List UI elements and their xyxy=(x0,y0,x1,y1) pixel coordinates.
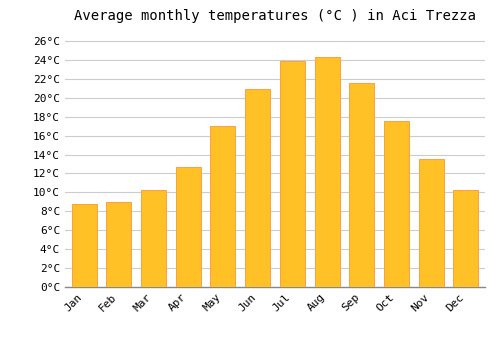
Bar xyxy=(106,202,132,287)
Bar xyxy=(141,190,166,287)
Bar xyxy=(176,167,201,287)
Bar xyxy=(280,61,305,287)
Bar xyxy=(384,121,409,287)
Bar xyxy=(454,190,478,287)
Title: Average monthly temperatures (°C ) in Aci Trezza: Average monthly temperatures (°C ) in Ac… xyxy=(74,9,476,23)
Bar xyxy=(350,83,374,287)
Bar xyxy=(210,126,236,287)
Bar xyxy=(245,89,270,287)
Bar xyxy=(72,204,96,287)
Bar xyxy=(418,159,444,287)
Bar xyxy=(314,57,340,287)
